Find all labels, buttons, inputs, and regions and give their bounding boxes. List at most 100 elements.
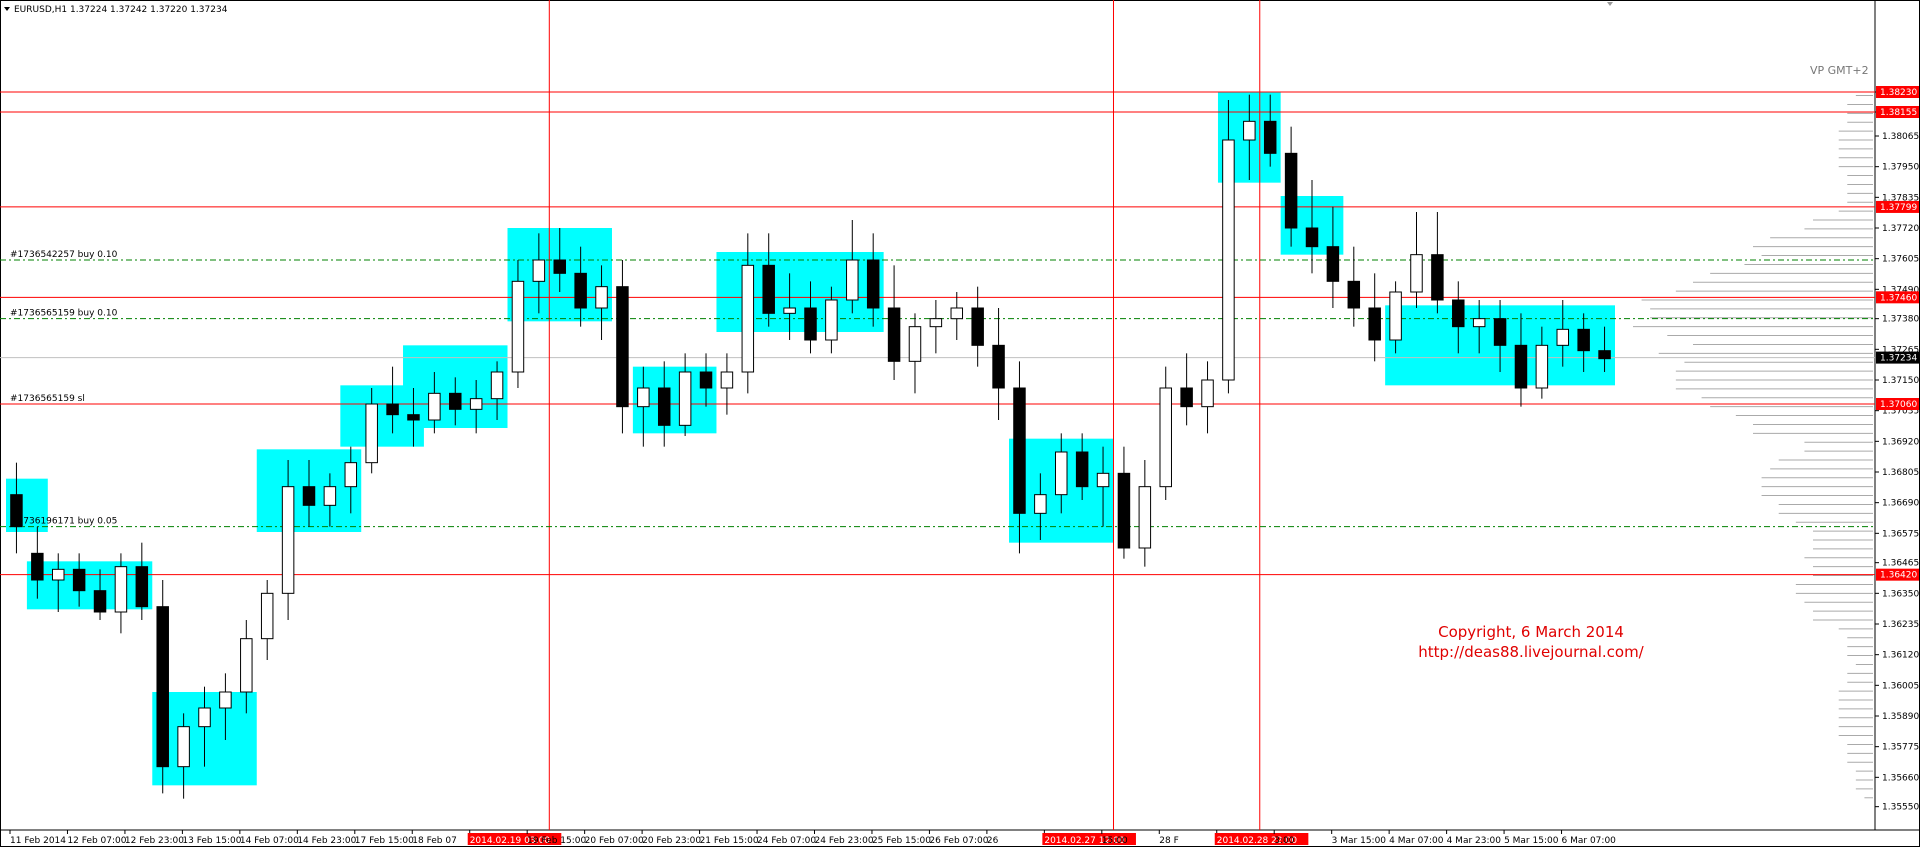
candle-down [1452,299,1465,328]
level-price-tag-label: 1.37799 [1880,203,1917,213]
candle-up [1389,291,1402,341]
y-tick-label: 1.35660 [1882,773,1919,783]
candle-up [678,371,692,426]
x-tick-label-highlight: 2014.02.28 22:00 [1217,836,1298,846]
candle-down [574,272,587,309]
x-tick-label: 26 Feb 07:00 [929,836,988,846]
level-price-tag-label: 1.38155 [1880,108,1917,118]
y-tick-label: 1.37035 [1882,407,1919,417]
y-tick-label: 1.36350 [1882,589,1919,599]
x-highlight-bg [1214,833,1309,845]
level-price-tag [1876,398,1919,410]
x-tick-label: 21 Feb 15:00 [700,836,759,846]
order-label: #1736542257 buy 0.10 [10,250,118,260]
candle-down [804,307,817,341]
x-tick-label: 25 Feb 15:00 [872,836,931,846]
consolidation-box [26,561,153,610]
y-tick-label: 1.35890 [1882,712,1919,722]
order-label: #1736196171 buy 0.05 [10,517,117,527]
y-tick-label: 1.35550 [1882,803,1919,813]
candle-down [553,259,566,274]
candle-up [950,307,964,320]
candle-up [323,486,337,506]
x-tick-label: 4 Mar 07:00 [1389,836,1444,846]
candle-up [720,371,734,389]
candle-up [1472,318,1486,328]
x-tick-label: 18 Feb 07 [412,836,457,846]
level-price-tag [1876,291,1919,304]
x-tick-label: 12 Feb 23:00 [125,836,184,846]
x-tick-label: 20 Feb 23:00 [642,836,701,846]
level-price-tag-label: 1.37460 [1880,293,1917,303]
candles [10,94,1611,799]
order-label: #1736565159 sl [10,394,85,404]
current-price-tag [1876,351,1919,364]
candle-down [1431,254,1444,301]
candle-up [846,259,859,301]
candle-up [51,568,65,581]
horizontal-levels [0,91,1875,576]
candle-down [302,486,316,506]
x-highlight-bg [1042,833,1136,845]
candle-up [1055,451,1068,496]
level-price-tag [1876,106,1919,118]
x-tick-label: 20 Feb 07:00 [585,836,644,846]
x-tick-label: 28 F [1159,836,1179,846]
candle-down [762,264,775,314]
y-tick-label: 1.36575 [1882,529,1919,539]
x-tick-label: 12 Feb 07:00 [67,836,126,846]
y-tick-label: 1.37150 [1882,376,1919,386]
level-price-tag [1876,568,1919,581]
candle-up [783,307,796,314]
y-tick-label: 1.37380 [1882,315,1919,325]
candle-down [1577,328,1590,352]
indicator-label: VP GMT+2 [1810,64,1869,77]
symbol-info: EURUSD,H1 1.37224 1.37242 1.37220 1.3723… [14,5,228,15]
candle-up [260,592,274,640]
candle-up [1535,344,1549,389]
candle-down [699,371,713,389]
x-highlight-bg [467,833,562,845]
candle-up [1096,472,1110,488]
candle-up [198,707,211,728]
candle-down [72,568,86,592]
candle-down [386,403,399,416]
candle-up [1243,120,1256,141]
candle-up [281,486,295,594]
candle-up [511,280,525,373]
candle-up [1159,387,1172,488]
scroll-marker-icon[interactable] [1607,2,1613,6]
triangle-down-icon[interactable] [4,7,10,11]
y-tick-label: 1.36235 [1882,620,1919,630]
candle-up [177,726,190,768]
candle-down [1368,307,1381,341]
candle-down [992,344,1005,389]
y-tick-label: 1.37265 [1882,345,1919,355]
volume-profile [1633,95,1873,799]
candle-up [741,264,755,373]
y-tick-label: 1.37835 [1882,193,1919,203]
candle-down [449,392,462,410]
watermark-url: http://deas88.livejournal.com/ [1418,643,1644,661]
candle-down [866,259,880,309]
x-tick-label: 19 Feb 15:00 [527,836,586,846]
y-tick-label: 1.35775 [1882,743,1919,753]
candle-up [1201,379,1214,408]
current-price-tag-label: 1.37234 [1880,354,1917,364]
consolidation-box [716,252,884,332]
y-tick-label: 1.37950 [1882,163,1919,173]
candle-up [428,392,441,421]
price-tags: 1.38230 1.38155 1.37799 1.37460 1.37060 1.364… [1876,86,1919,581]
level-price-tag [1876,200,1919,213]
candle-down [971,307,984,346]
price-axis: 1.382301.381551.380651.379501.378351.377… [1875,88,1919,813]
candle-down [1263,120,1277,154]
candle-up [825,299,838,341]
y-tick-label: 1.36690 [1882,499,1919,509]
x-tick-label-highlight: 2014.02.27 12:00 [1044,836,1125,846]
candle-up [1410,254,1423,293]
candle-down [31,552,44,581]
